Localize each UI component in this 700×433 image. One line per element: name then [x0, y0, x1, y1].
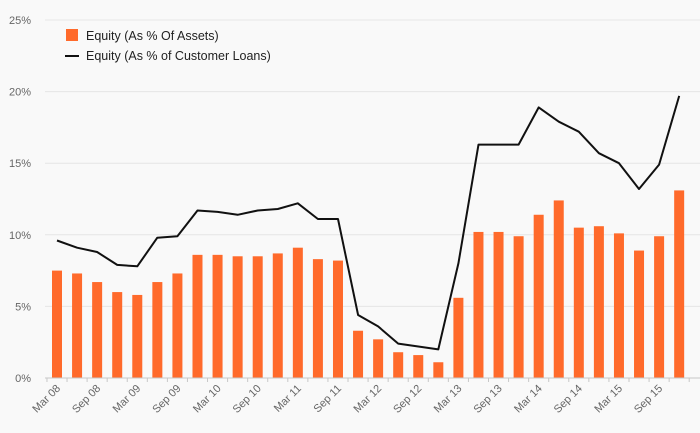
- bar: [473, 231, 484, 378]
- bar: [613, 233, 624, 378]
- x-tick-label: Sep 10: [231, 383, 264, 416]
- bar: [92, 282, 103, 378]
- x-tick-label: Mar 14: [512, 383, 545, 416]
- bar: [272, 253, 283, 378]
- legend-swatch-assets: [66, 29, 78, 41]
- bar: [533, 214, 544, 378]
- bar: [453, 297, 464, 378]
- bar: [393, 352, 404, 378]
- x-tick-label: Mar 12: [352, 383, 385, 416]
- bar: [654, 236, 665, 378]
- bar: [152, 282, 163, 378]
- x-tick-label: Mar 13: [432, 383, 465, 416]
- x-tick-label: Sep 09: [150, 383, 183, 416]
- y-tick-label: 15%: [9, 158, 31, 170]
- equity-assets-bars: [52, 190, 685, 378]
- y-axis: 0% 5% 10% 15% 20% 25%: [9, 15, 31, 385]
- legend-label-assets: Equity (As % Of Assets): [86, 29, 219, 43]
- bar: [252, 256, 263, 378]
- x-tick-label: Mar 08: [30, 383, 63, 416]
- x-tick-label: Sep 15: [632, 383, 665, 416]
- bar: [132, 294, 143, 378]
- bar: [212, 254, 223, 378]
- legend-label-loans: Equity (As % of Customer Loans): [86, 49, 271, 63]
- bar: [373, 339, 384, 378]
- bar: [232, 256, 243, 378]
- bar: [553, 200, 564, 378]
- bar: [112, 292, 123, 378]
- y-tick-label: 0%: [15, 373, 31, 385]
- x-tick-label: Sep 13: [472, 383, 505, 416]
- x-tick-label: Mar 09: [111, 383, 144, 416]
- x-tick-label: Sep 08: [70, 383, 103, 416]
- bar: [172, 273, 183, 378]
- y-tick-label: 10%: [9, 230, 31, 242]
- bar: [332, 260, 343, 378]
- grid-lines: [45, 19, 700, 307]
- bar: [72, 273, 83, 378]
- x-tick-label: Mar 11: [272, 383, 304, 415]
- x-axis: Mar 08 Sep 08 Mar 09 Sep 09 Mar 10 Sep 10 Mar …: [30, 377, 700, 416]
- x-tick-label: Sep 12: [391, 383, 424, 416]
- equity-loans-line: [56, 95, 681, 351]
- y-tick-label: 20%: [9, 87, 31, 99]
- bar: [433, 362, 444, 378]
- bar: [634, 250, 645, 378]
- bar: [52, 270, 62, 378]
- x-tick-label: Mar 15: [592, 383, 625, 416]
- bar: [353, 330, 364, 378]
- bar: [593, 226, 604, 378]
- bar: [312, 259, 323, 378]
- bar: [192, 254, 203, 378]
- bar: [292, 247, 303, 378]
- legend: Equity (As % Of Assets) Equity (As % of …: [65, 29, 271, 63]
- bar: [674, 190, 685, 378]
- y-tick-label: 25%: [9, 15, 31, 27]
- bar: [573, 227, 584, 378]
- x-tick-label: Mar 10: [191, 383, 224, 416]
- y-tick-label: 5%: [15, 301, 31, 313]
- equity-loans-line-layer: [56, 95, 681, 351]
- x-tick-label: Sep 14: [552, 383, 585, 416]
- bar: [493, 231, 504, 378]
- bar: [513, 236, 524, 378]
- bar: [413, 355, 424, 378]
- x-tick-label: Sep 11: [312, 383, 345, 416]
